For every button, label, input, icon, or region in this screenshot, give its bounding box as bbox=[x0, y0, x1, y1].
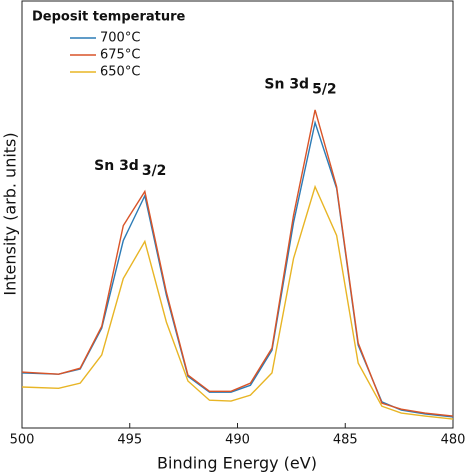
annotation-text: Sn 3d bbox=[264, 77, 309, 93]
x-tick-label: 495 bbox=[117, 433, 142, 448]
legend-label: 700°C bbox=[100, 31, 140, 46]
x-tick-label: 490 bbox=[225, 433, 250, 448]
y-axis-title: Intensity (arb. units) bbox=[1, 132, 20, 295]
x-tick-label: 480 bbox=[441, 433, 466, 448]
annotation-subscript: 5/2 bbox=[312, 82, 337, 98]
annotation: Sn 3d 3/2 bbox=[94, 158, 166, 179]
annotation-text: Sn 3d bbox=[94, 158, 139, 174]
series-line bbox=[21, 120, 454, 418]
legend-title: Deposit temperature bbox=[32, 10, 186, 25]
series-line bbox=[21, 109, 454, 417]
annotation: Sn 3d 5/2 bbox=[264, 77, 336, 98]
x-axis-title: Binding Energy (eV) bbox=[157, 454, 317, 473]
x-tick-label: 500 bbox=[10, 433, 35, 448]
plot-frame bbox=[21, 0, 454, 429]
annotation-subscript: 3/2 bbox=[142, 163, 167, 179]
x-tick-label: 485 bbox=[333, 433, 358, 448]
legend-label: 675°C bbox=[100, 48, 140, 63]
legend-label: 650°C bbox=[100, 65, 140, 80]
series-line bbox=[21, 184, 454, 420]
